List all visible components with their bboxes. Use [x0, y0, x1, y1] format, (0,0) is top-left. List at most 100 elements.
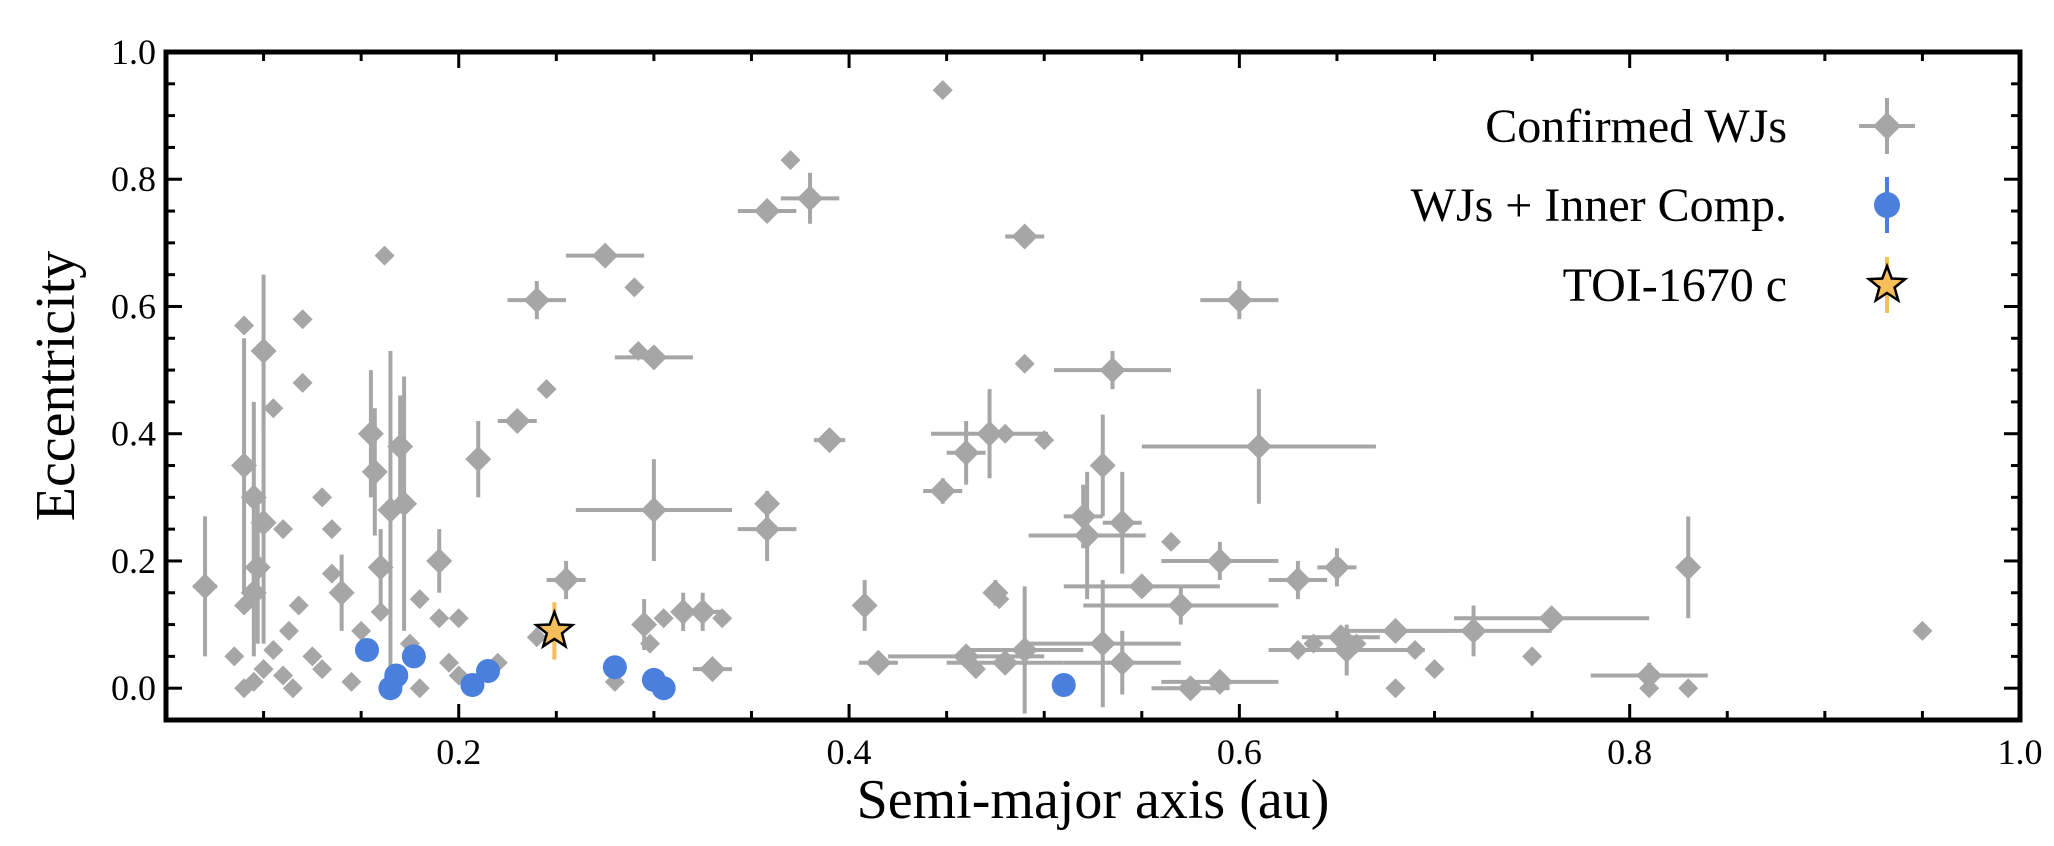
data-point-confirmed-wj [351, 620, 372, 641]
data-point-confirmed-wj [273, 665, 294, 686]
data-point-confirmed-wj [357, 420, 384, 447]
x-tick-label: 0.8 [1607, 732, 1652, 772]
data-point-confirmed-wj [995, 423, 1016, 444]
data-point-confirmed-wj [1074, 522, 1101, 549]
data-point-confirmed-wj [282, 678, 303, 699]
data-point-confirmed-wj [754, 198, 781, 225]
data-point-confirmed-wj [689, 598, 716, 625]
data-point-wj-inner-comp [1051, 673, 1076, 698]
data-point-confirmed-wj [592, 242, 619, 269]
data-point-confirmed-wj [640, 497, 667, 524]
data-point-confirmed-wj [1089, 452, 1116, 479]
data-point-confirmed-wj [1161, 531, 1182, 552]
y-tick-label: 0.0 [111, 668, 156, 708]
data-point-confirmed-wj [367, 554, 394, 581]
x-tick-label: 0.4 [827, 732, 872, 772]
data-point-confirmed-wj [361, 458, 388, 485]
data-point-confirmed-wj [526, 627, 547, 648]
data-point-confirmed-wj [244, 554, 271, 581]
data-point-confirmed-wj [234, 315, 255, 336]
data-point-confirmed-wj [288, 595, 309, 616]
y-axis-label: Eccentricity [25, 251, 87, 522]
data-point-confirmed-wj [321, 519, 342, 540]
data-point-toi-1670-c [532, 608, 576, 650]
axis-ticks-layer: 0.2 0.4 0.6 0.8 1.0 0.0 0.2 0.4 0.6 0.8 1.0 [111, 32, 2043, 772]
legend-marker-diamond [1873, 112, 1901, 140]
plot-frame [163, 49, 2023, 723]
data-point-confirmed-wj [631, 611, 658, 638]
x-axis-label: Semi-major axis (au) [857, 769, 1330, 831]
data-point-confirmed-wj [754, 516, 781, 543]
data-point-confirmed-wj [797, 185, 824, 212]
data-point-confirmed-wj [1206, 668, 1233, 695]
data-point-confirmed-wj [1346, 633, 1367, 654]
y-tick-label: 1.0 [111, 32, 156, 72]
data-point-confirmed-wj [1109, 509, 1136, 536]
data-point-confirmed-wj [438, 652, 459, 673]
data-point-confirmed-wj [292, 309, 313, 330]
data-point-confirmed-wj [426, 547, 453, 574]
legend-label-confirmed-wjs: Confirmed WJs [1485, 100, 1787, 153]
data-point-confirmed-wj [429, 608, 450, 629]
x-tick-label: 1.0 [1998, 732, 2043, 772]
data-point-confirmed-wj [312, 487, 333, 508]
data-point-confirmed-wj [953, 439, 980, 466]
data-point-confirmed-wj [370, 601, 391, 622]
y-tick-label: 0.4 [111, 414, 156, 454]
data-point-confirmed-wj [624, 277, 645, 298]
data-point-confirmed-wj [292, 372, 313, 393]
data-point-wj-inner-comp [476, 659, 501, 684]
legend: Confirmed WJs WJs + Inner Comp. TOI-1670… [1411, 98, 1915, 313]
data-point-confirmed-wj [240, 484, 267, 511]
data-point-wj-inner-comp [355, 638, 380, 663]
data-point-confirmed-wj [1675, 554, 1702, 581]
x-tick-label: 0.6 [1217, 732, 1262, 772]
data-point-confirmed-wj [780, 150, 801, 171]
data-point-confirmed-wj [1070, 503, 1097, 530]
data-point-confirmed-wj [1460, 617, 1487, 644]
data-point-confirmed-wj [1034, 430, 1055, 451]
data-point-confirmed-wj [1382, 617, 1409, 644]
data-point-confirmed-wj [273, 519, 294, 540]
data-point-confirmed-wj [1206, 547, 1233, 574]
data-point-confirmed-wj [1128, 573, 1155, 600]
data-point-confirmed-wj [302, 646, 323, 667]
y-tick-label: 0.8 [111, 159, 156, 199]
data-point-confirmed-wj [1245, 433, 1272, 460]
legend-marker-star [1865, 262, 1909, 304]
data-point-confirmed-wj [965, 659, 986, 680]
data-point-confirmed-wj [712, 608, 733, 629]
data-point-confirmed-wj [1303, 633, 1324, 654]
data-point-confirmed-wj [321, 563, 342, 584]
x-tick-label: 0.2 [436, 732, 481, 772]
data-point-confirmed-wj [851, 592, 878, 619]
data-point-confirmed-wj [1011, 223, 1038, 250]
data-point-confirmed-wj [1284, 567, 1311, 594]
data-point-confirmed-wj [1226, 287, 1253, 314]
legend-label-wjs-inner-comp: WJs + Inner Comp. [1411, 179, 1787, 232]
data-point-confirmed-wj [341, 671, 362, 692]
data-point-confirmed-wj [932, 80, 953, 101]
data-point-confirmed-wj [1538, 605, 1565, 632]
legend-marker-circle [1874, 192, 1900, 218]
data-point-confirmed-wj [1099, 357, 1126, 384]
data-point-confirmed-wj [992, 649, 1019, 676]
data-point-confirmed-wj [1636, 662, 1663, 689]
data-point-wj-inner-comp [401, 644, 426, 669]
data-point-confirmed-wj [1011, 637, 1038, 664]
y-tick-label: 0.6 [111, 286, 156, 326]
data-point-confirmed-wj [465, 446, 492, 473]
data-point-wj-inner-comp [602, 655, 627, 680]
data-point-confirmed-wj [1678, 678, 1699, 699]
data-point-confirmed-wj [929, 477, 956, 504]
data-point-confirmed-wj [536, 379, 557, 400]
data-point-confirmed-wj [1639, 678, 1660, 699]
data-point-confirmed-wj [816, 427, 843, 454]
data-point-confirmed-wj [448, 608, 469, 629]
data-point-confirmed-wj [409, 678, 430, 699]
data-point-confirmed-wj [1385, 678, 1406, 699]
data-point-confirmed-wj [640, 344, 667, 371]
data-point-confirmed-wj [699, 656, 726, 683]
data-point-confirmed-wj [553, 567, 580, 594]
